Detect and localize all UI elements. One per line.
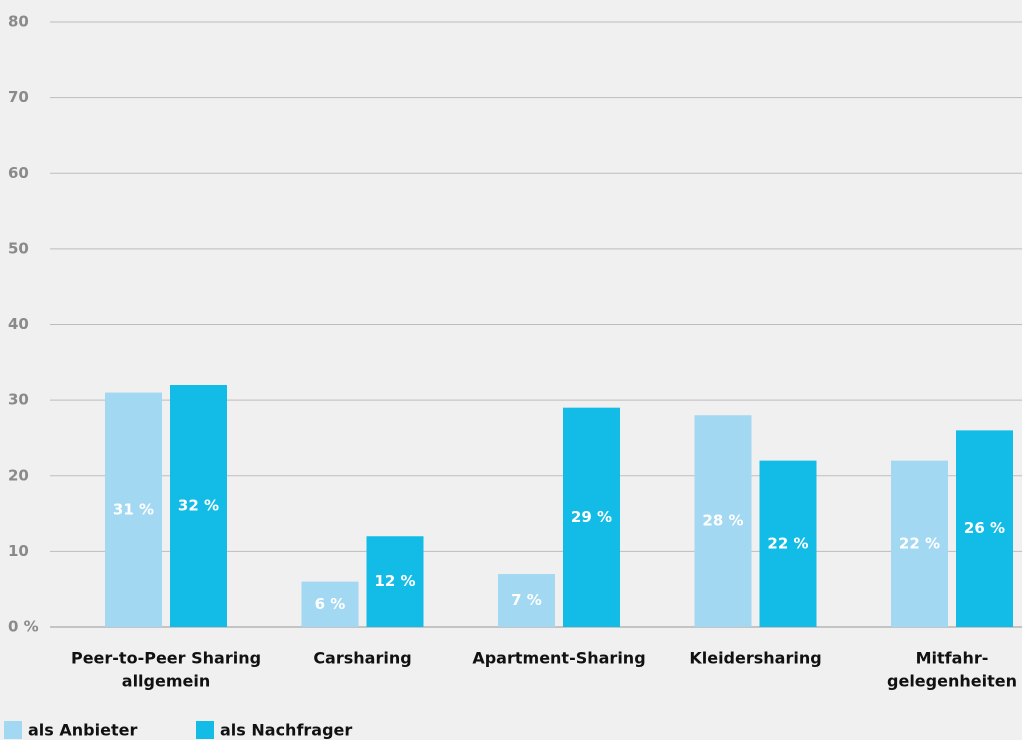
legend-swatch: [196, 721, 214, 739]
value-label: 29 %: [571, 508, 612, 526]
bar: [759, 460, 817, 627]
legend-swatch: [4, 721, 22, 739]
x-tick-label: gelegenheiten: [887, 672, 1017, 691]
y-tick-label: 50: [8, 239, 29, 257]
value-label: 12 %: [374, 572, 415, 590]
x-tick-label: Peer-to-Peer Sharing: [71, 649, 261, 668]
value-label: 7 %: [511, 591, 542, 609]
y-tick-label: 20: [8, 466, 29, 484]
y-tick-label: 80: [8, 13, 29, 31]
y-tick-label: 60: [8, 164, 29, 182]
value-label: 31 %: [113, 500, 154, 518]
bar: [498, 574, 555, 627]
x-tick-label: Carsharing: [313, 649, 411, 668]
y-tick-label: 0 %: [8, 618, 39, 636]
bar: [891, 460, 948, 627]
x-tick-label: Apartment-Sharing: [472, 649, 645, 668]
bar: [694, 415, 752, 627]
bar: [301, 581, 359, 627]
value-label: 26 %: [964, 519, 1005, 537]
legend-label: als Anbieter: [28, 721, 137, 740]
value-label: 6 %: [315, 595, 346, 613]
value-label: 22 %: [899, 534, 940, 552]
y-tick-label: 10: [8, 542, 29, 560]
bar: [956, 430, 1013, 627]
legend-label: als Nachfrager: [220, 721, 352, 740]
bar: [563, 407, 620, 627]
x-tick-label: Kleidersharing: [689, 649, 821, 668]
y-tick-label: 40: [8, 315, 29, 333]
x-tick-label: allgemein: [122, 672, 210, 691]
bar: [170, 385, 227, 627]
bar: [366, 536, 424, 627]
y-tick-label: 70: [8, 88, 29, 106]
value-label: 22 %: [767, 534, 808, 552]
y-tick-label: 30: [8, 391, 29, 409]
bar: [105, 392, 162, 627]
value-label: 28 %: [702, 512, 743, 530]
x-tick-label: Mitfahr-: [916, 649, 989, 668]
value-label: 32 %: [178, 497, 219, 515]
